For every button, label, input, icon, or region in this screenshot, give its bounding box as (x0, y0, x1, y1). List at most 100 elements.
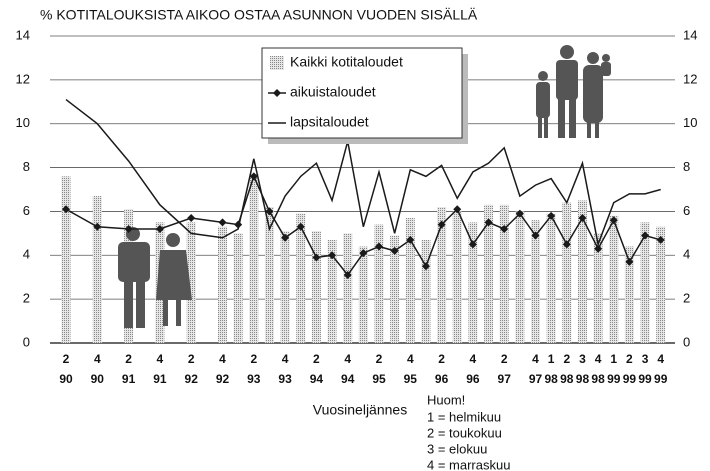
x-tick-label: 4 (657, 352, 664, 366)
bar (468, 222, 478, 343)
marker (562, 240, 571, 249)
bar (421, 239, 431, 343)
line (65, 98, 661, 248)
y2-tick-label: 10 (683, 115, 697, 130)
bar (327, 239, 337, 343)
x-tick-label: 3 (642, 352, 649, 366)
marker (343, 271, 352, 280)
y-tick-label: 10 (16, 115, 30, 130)
bar (562, 202, 572, 343)
x-tick-label: 4 (157, 352, 164, 366)
marker (656, 235, 665, 244)
bar (92, 196, 102, 343)
x-tick-label: 92 (216, 372, 230, 386)
y2-tick-label: 6 (683, 203, 690, 218)
marker (62, 205, 70, 214)
bar (311, 231, 321, 343)
x-tick-label: 97 (529, 372, 543, 386)
x-tick-label: 2 (563, 352, 570, 366)
marker (249, 172, 258, 181)
y-tick-label: 6 (23, 203, 30, 218)
line (65, 174, 661, 277)
marker (625, 257, 634, 266)
x-tick-label: 4 (595, 352, 602, 366)
marker (500, 224, 509, 233)
x-tick-label: 4 (470, 352, 477, 366)
bar (609, 215, 619, 343)
bar (452, 211, 462, 343)
x-tick-label: 95 (372, 372, 386, 386)
x-tick-label: 4 (532, 352, 539, 366)
marker (281, 233, 290, 242)
x-tick-label: 99 (623, 372, 637, 386)
marker (187, 214, 196, 223)
y-tick-label: 14 (16, 27, 30, 42)
x-tick-label: 94 (341, 372, 355, 386)
x-tick-label: 90 (91, 372, 105, 386)
note-line: 2 = toukokuu (427, 425, 502, 440)
x-tick-label: 4 (282, 352, 289, 366)
bar (186, 222, 196, 343)
marker (265, 207, 274, 216)
marker (406, 235, 415, 244)
marker (453, 205, 462, 214)
x-tick-label: 2 (250, 352, 257, 366)
marker (93, 222, 102, 231)
marker (218, 218, 227, 227)
bar (577, 200, 587, 343)
bar (296, 213, 306, 343)
marker (437, 220, 446, 229)
marker (390, 246, 399, 255)
x-tick-label: 99 (638, 372, 652, 386)
bar (249, 174, 259, 343)
bar (484, 204, 494, 343)
x-tick-label: 2 (125, 352, 132, 366)
bar (656, 226, 666, 343)
x-tick-label: 96 (466, 372, 480, 386)
bar (640, 222, 650, 343)
x-tick-label: 1 (610, 352, 617, 366)
marker (578, 214, 587, 223)
y2-tick-label: 8 (683, 159, 690, 174)
marker (375, 242, 383, 251)
legend-marker (273, 89, 281, 97)
legend-label: lapsitaloudet (290, 114, 369, 130)
x-tick-label: 99 (607, 372, 621, 386)
y-tick-label: 0 (23, 334, 30, 349)
note-line: 4 = marraskuu (427, 457, 510, 471)
bar (546, 213, 556, 343)
marker (609, 216, 618, 225)
x-tick-label: 97 (498, 372, 512, 386)
x-tick-label: 92 (185, 372, 199, 386)
y2-tick-label: 4 (683, 247, 690, 262)
y2-tick-label: 14 (683, 27, 697, 42)
marker (468, 240, 477, 249)
x-tick-label: 4 (94, 352, 101, 366)
bar (374, 224, 384, 343)
x-tick-label: 2 (501, 352, 508, 366)
x-tick-label: 93 (247, 372, 261, 386)
bar (343, 233, 353, 343)
x-tick-label: 4 (344, 352, 351, 366)
bar (280, 231, 290, 343)
x-tick-label: 98 (560, 372, 574, 386)
legend-box (261, 47, 463, 139)
x-tick-label: 98 (591, 372, 605, 386)
note-title: Huom! (427, 392, 465, 407)
y2-tick-label: 0 (683, 334, 690, 349)
marker (641, 231, 650, 240)
x-tick-label: 93 (278, 372, 292, 386)
x-tick-label: 2 (313, 352, 320, 366)
y-tick-label: 4 (23, 247, 30, 262)
x-tick-label: 2 (188, 352, 195, 366)
marker (359, 249, 368, 258)
marker (296, 222, 305, 231)
bar (515, 211, 525, 343)
marker (547, 211, 556, 220)
x-tick-label: 91 (153, 372, 167, 386)
x-tick-label: 1 (548, 352, 555, 366)
legend-swatch (270, 56, 284, 70)
legend-label: aikuistaloudet (290, 84, 376, 100)
y2-tick-label: 12 (683, 71, 697, 86)
